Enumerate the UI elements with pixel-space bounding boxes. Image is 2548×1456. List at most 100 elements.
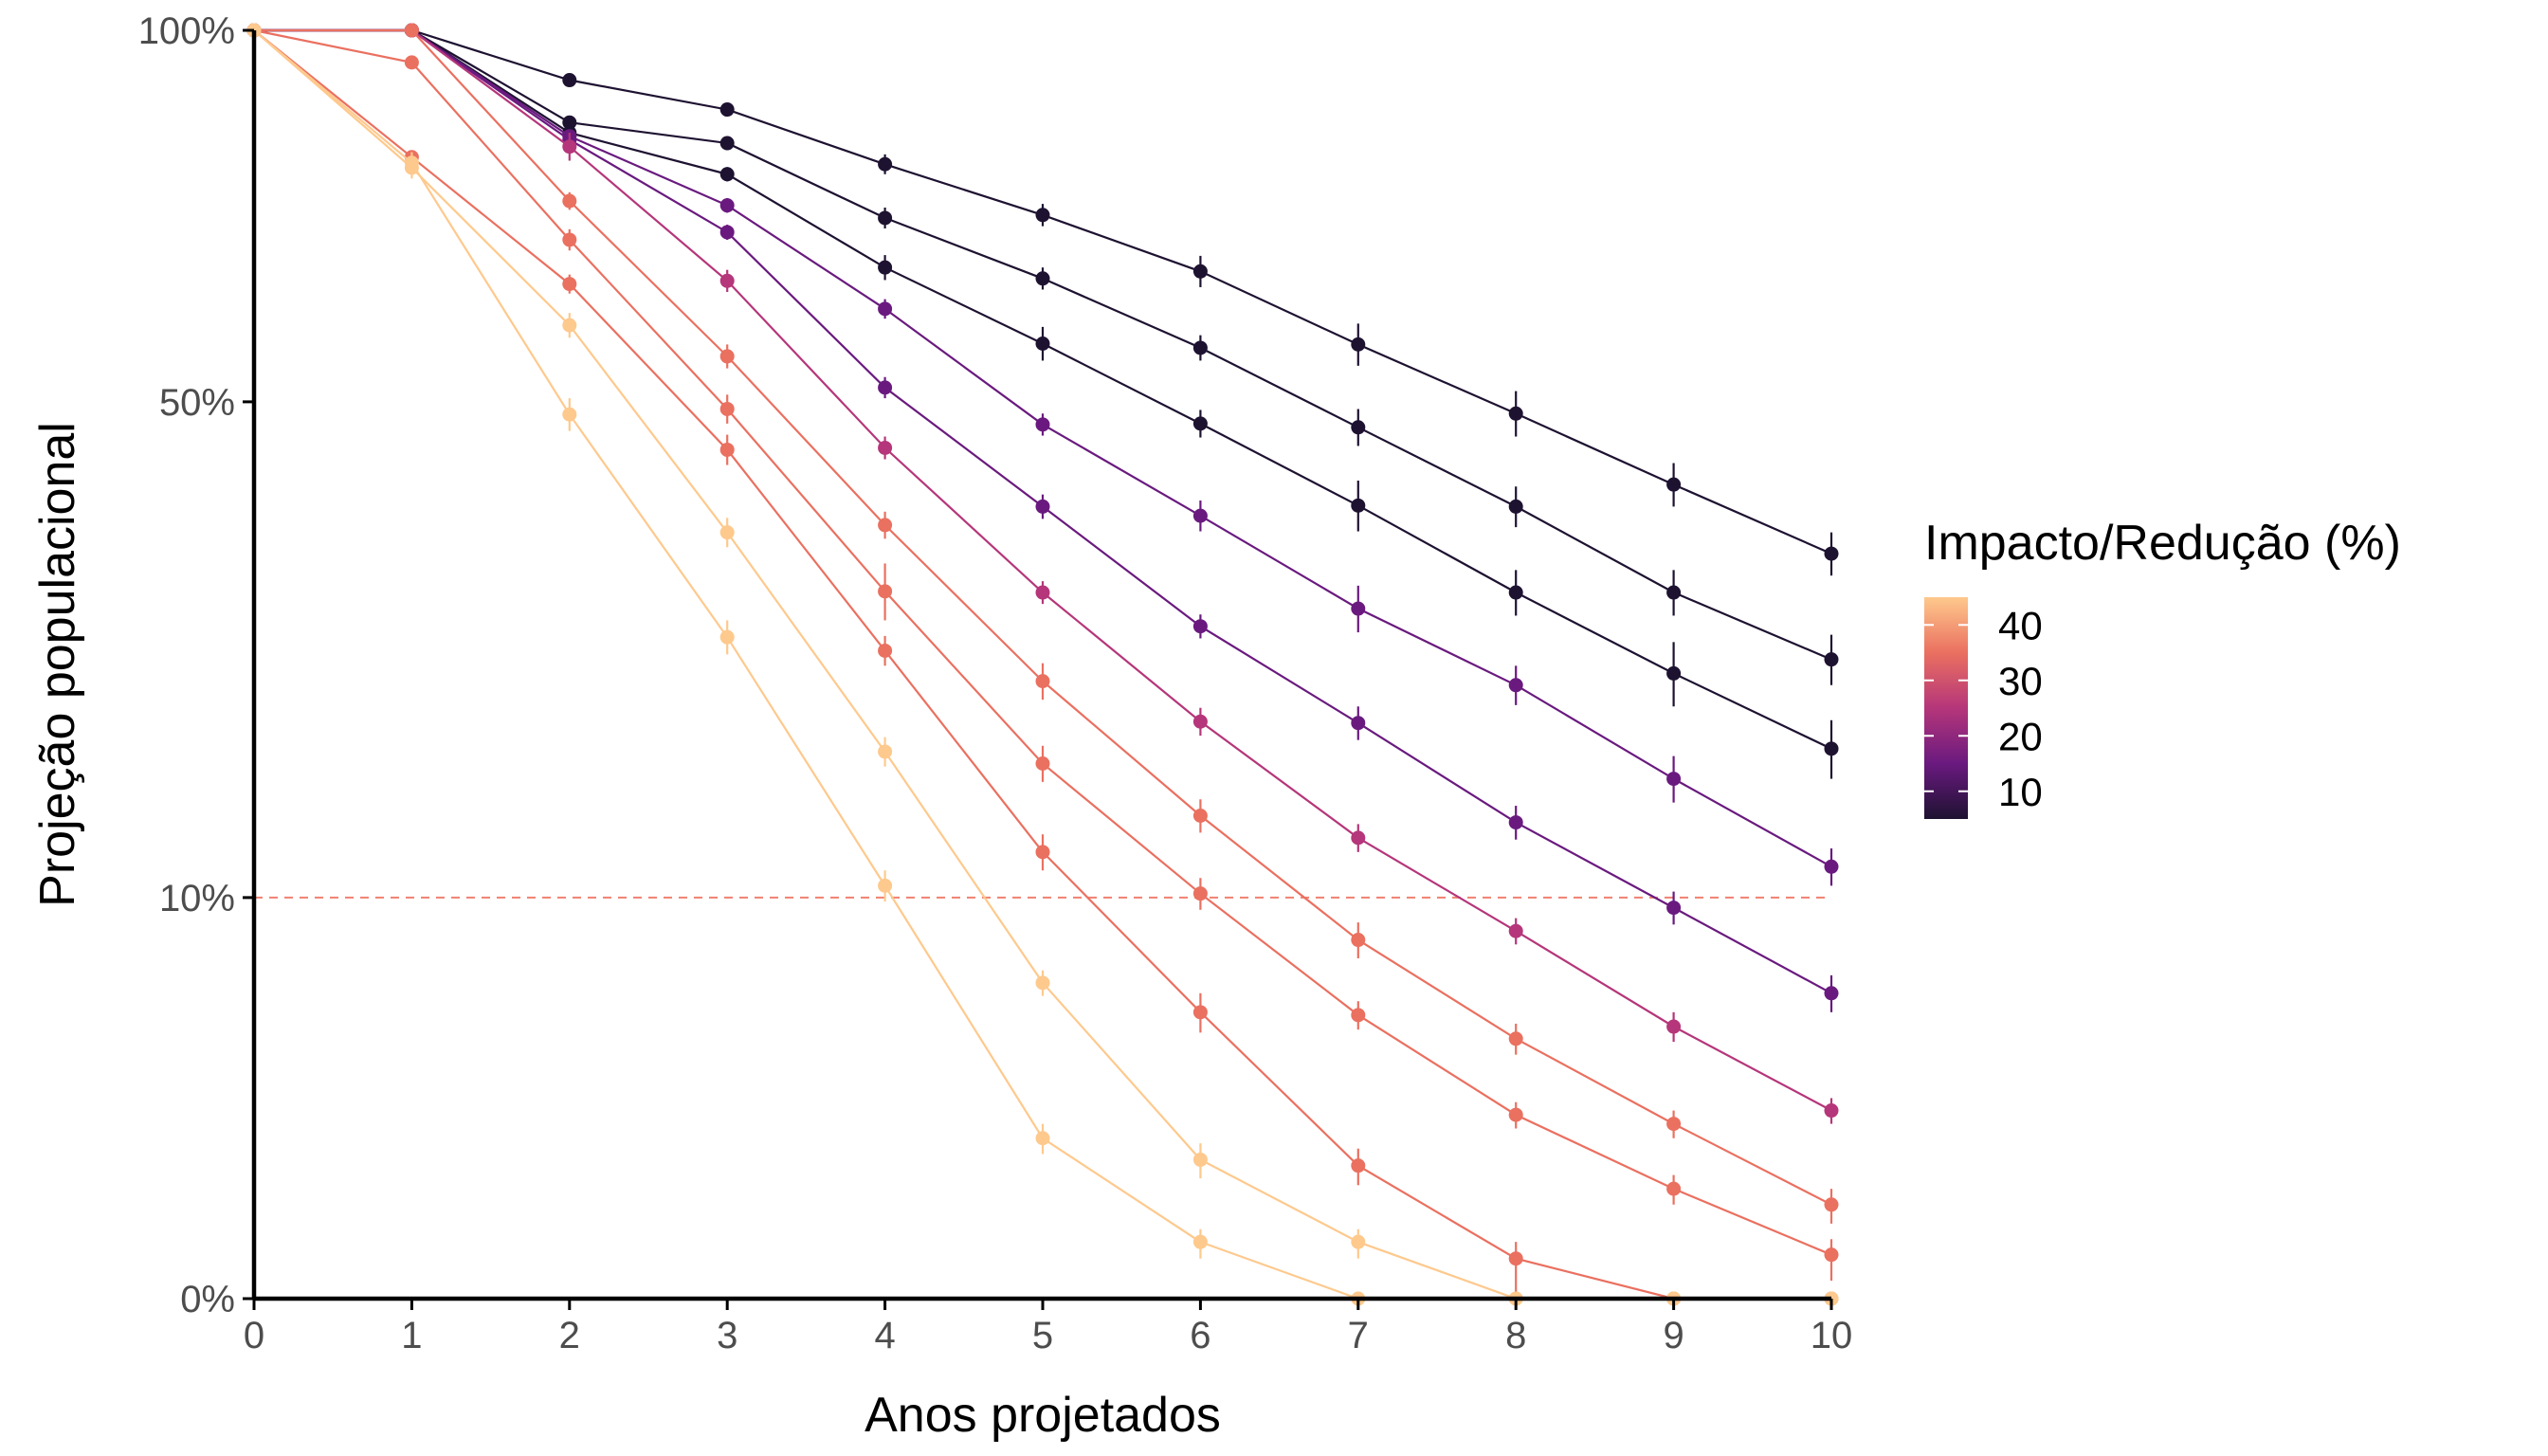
data-point	[1192, 416, 1208, 431]
data-point	[1035, 336, 1050, 351]
data-point	[404, 155, 419, 171]
data-point	[1824, 741, 1839, 756]
series-line	[254, 28, 1832, 750]
series-layer	[246, 23, 1839, 1306]
data-point	[1192, 886, 1208, 901]
legend: Impacto/Redução (%) 40 30 20 10	[1924, 516, 2401, 819]
y-tick-label: 50%	[159, 382, 235, 424]
data-point	[562, 407, 577, 422]
data-point	[1666, 665, 1682, 681]
data-point	[562, 193, 577, 209]
x-axis-title: Anos projetados	[864, 1388, 1221, 1443]
data-point	[878, 744, 893, 759]
data-point	[1035, 271, 1050, 286]
y-tick-label: 10%	[159, 878, 235, 919]
y-ticks: 0% 10% 50% 100%	[138, 10, 254, 1320]
series-line	[254, 28, 1832, 1112]
x-tick-label: 1	[401, 1315, 422, 1356]
data-point	[1192, 809, 1208, 824]
data-point	[1666, 1019, 1682, 1034]
legend-label: 10	[1998, 770, 2043, 814]
data-point	[878, 440, 893, 455]
data-point	[878, 301, 893, 317]
data-point	[1824, 859, 1839, 874]
data-point	[1035, 1131, 1050, 1146]
legend-colorbar	[1924, 597, 1968, 819]
data-point	[1192, 340, 1208, 355]
data-point	[562, 139, 577, 155]
data-point	[1666, 477, 1682, 492]
data-point	[719, 167, 735, 182]
data-point	[1508, 585, 1523, 600]
y-axis-title: Projeção populacional	[30, 422, 85, 907]
data-point	[1351, 1158, 1366, 1174]
data-point	[1192, 1234, 1208, 1249]
data-point	[878, 210, 893, 226]
data-point	[719, 273, 735, 288]
data-point	[1035, 755, 1050, 771]
legend-title: Impacto/Redução (%)	[1924, 516, 2401, 571]
data-point	[404, 23, 419, 38]
data-point	[1192, 714, 1208, 729]
series-8	[246, 23, 1839, 1282]
data-point	[1351, 498, 1366, 513]
data-point	[1666, 901, 1682, 916]
data-point	[1508, 815, 1523, 830]
data-point	[562, 115, 577, 130]
data-point	[1508, 1031, 1523, 1046]
data-point	[878, 380, 893, 395]
data-point	[562, 318, 577, 333]
data-point	[878, 584, 893, 599]
legend-label: 20	[1998, 714, 2043, 758]
data-point	[1035, 417, 1050, 432]
data-point	[878, 878, 893, 893]
data-point	[1508, 1107, 1523, 1122]
data-point	[1666, 585, 1682, 600]
data-point	[719, 225, 735, 240]
legend-labels: 40 30 20 10	[1924, 603, 2043, 814]
data-point	[878, 260, 893, 275]
data-point	[719, 525, 735, 540]
series-1	[246, 23, 1839, 576]
series-6	[246, 23, 1839, 1124]
data-point	[719, 349, 735, 364]
data-point	[1508, 678, 1523, 693]
data-point	[1192, 1005, 1208, 1020]
data-point	[1824, 1103, 1839, 1119]
data-point	[719, 102, 735, 118]
data-point	[1508, 406, 1523, 421]
x-tick-label: 0	[244, 1315, 264, 1356]
x-tick-label: 3	[717, 1315, 737, 1356]
data-point	[878, 518, 893, 533]
data-point	[1035, 845, 1050, 860]
x-tick-label: 6	[1190, 1315, 1210, 1356]
data-point	[562, 277, 577, 292]
data-point	[1666, 772, 1682, 787]
data-point	[1192, 619, 1208, 634]
data-point	[1824, 546, 1839, 561]
x-tick-label: 8	[1505, 1315, 1526, 1356]
legend-label: 30	[1998, 659, 2043, 703]
series-2	[246, 23, 1839, 685]
data-point	[1035, 585, 1050, 600]
data-point	[404, 55, 419, 70]
data-point	[1824, 1247, 1839, 1263]
data-point	[1508, 1251, 1523, 1266]
x-tick-label: 9	[1663, 1315, 1684, 1356]
data-point	[1351, 337, 1366, 352]
series-7	[246, 23, 1839, 1224]
data-point	[719, 198, 735, 213]
x-tick-label: 5	[1032, 1315, 1053, 1356]
data-point	[1508, 923, 1523, 938]
x-ticks: 0 1 2 3 4 5 6 7 8 9 10	[244, 1299, 1852, 1356]
legend-label: 40	[1998, 603, 2043, 647]
x-tick-label: 4	[874, 1315, 895, 1356]
data-point	[719, 629, 735, 645]
data-point	[1666, 1181, 1682, 1196]
data-point	[1351, 420, 1366, 435]
series-line	[254, 28, 1832, 555]
data-point	[1035, 975, 1050, 991]
data-point	[1035, 208, 1050, 223]
data-point	[1351, 1008, 1366, 1023]
